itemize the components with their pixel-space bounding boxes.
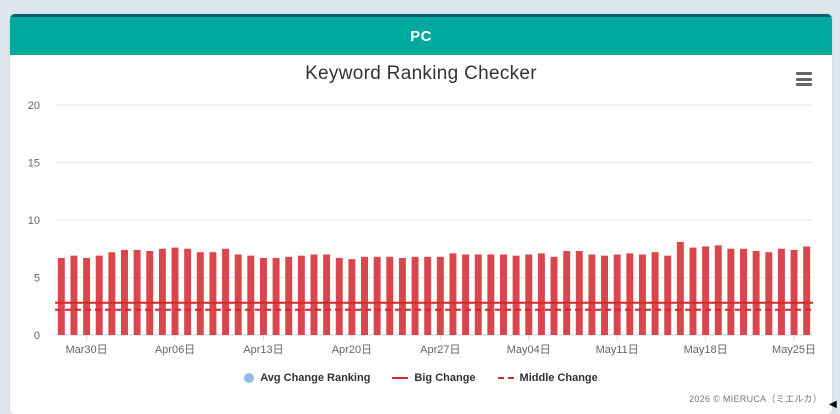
legend-label: Middle Change [519,372,598,384]
bar [196,252,204,335]
bar [121,249,128,335]
x-tick-label: May04日 [507,344,551,356]
bar [57,257,65,335]
bar [702,246,710,335]
legend-label: Big Change [414,372,476,384]
x-tick-label: Apr27日 [420,344,460,356]
bar [70,255,78,335]
y-tick-label: 20 [28,100,40,112]
panel-title: PC [410,27,432,45]
bar [474,254,482,335]
bar [348,259,356,335]
bar [664,255,672,335]
bar [525,254,533,335]
bar [259,257,267,335]
bar [95,255,103,335]
x-tick-label: Apr06日 [155,344,195,356]
chart-panel: PC 0 5 10 15 20 Mar30日 Apr06日 Apr13日 Apr20日 Apr27… [10,14,832,414]
corner-arrow-icon: ◀ [829,399,837,410]
bar [247,255,255,335]
bar [752,251,760,335]
x-tick-label: May25日 [772,344,816,356]
legend-item-avg[interactable]: Avg Change Ranking [244,372,370,384]
bar [323,254,331,335]
bar [550,256,558,335]
x-tick-label: Mar30日 [65,344,107,356]
x-tick-label: May18日 [684,344,728,356]
bar [777,248,785,335]
bar [462,254,470,335]
bar [171,247,179,335]
bar [563,251,571,335]
bar [512,255,520,335]
bar [373,256,381,335]
bar [234,254,242,335]
bar [146,251,154,335]
panel-header: PC [10,14,832,55]
x-tick-label: Apr20日 [332,344,372,356]
bar [765,252,773,335]
bar [727,248,735,335]
bar [285,256,293,335]
bar [424,256,432,335]
bar [222,248,230,335]
bar [335,257,343,335]
chart-title: Keyword Ranking Checker [305,63,537,84]
bar [398,257,406,335]
bar [184,248,192,335]
chart-canvas: 0 5 10 15 20 Mar30日 Apr06日 Apr13日 Apr20日 Apr27日 Ma… [28,100,816,356]
bar [133,249,141,335]
legend-item-middle[interactable]: Middle Change [497,372,598,384]
bar [575,251,583,335]
legend-dash-icon [497,377,514,379]
bar [500,254,507,335]
bar [108,252,116,335]
bar [790,249,798,335]
bar [626,253,634,335]
bar [449,253,457,335]
legend-dot-icon [244,373,255,383]
bar [487,254,495,335]
legend-line-icon [392,377,409,379]
y-tick-label: 10 [28,215,40,227]
bar [638,254,646,335]
bar [714,245,722,335]
bar [676,241,684,335]
bar [537,253,545,335]
chart-legend: Avg Change Ranking Big Change Middle Cha… [10,372,832,384]
bar [601,255,609,335]
bar [436,256,444,335]
menu-icon[interactable] [796,72,812,86]
y-tick-label: 15 [28,158,40,170]
credit-text: 2026 © MIERUCA（ミエルカ） [689,394,822,404]
bar [588,254,596,335]
bar [297,255,305,335]
bar [740,248,747,335]
bar [361,256,368,335]
bar [386,256,394,335]
bar [411,256,419,335]
y-tick-label: 5 [34,273,40,285]
bar [83,257,91,335]
legend-label: Avg Change Ranking [260,372,371,384]
bar [613,254,621,335]
x-tick-label: May11日 [596,344,639,356]
bar [272,257,280,335]
y-tick-label: 0 [34,330,40,342]
bar [209,252,217,335]
bar [803,246,811,335]
bar [651,252,659,335]
legend-item-big[interactable]: Big Change [392,372,476,384]
bar [158,248,166,335]
bar [689,247,697,335]
bar [310,254,318,335]
x-tick-label: Apr13日 [243,344,283,356]
